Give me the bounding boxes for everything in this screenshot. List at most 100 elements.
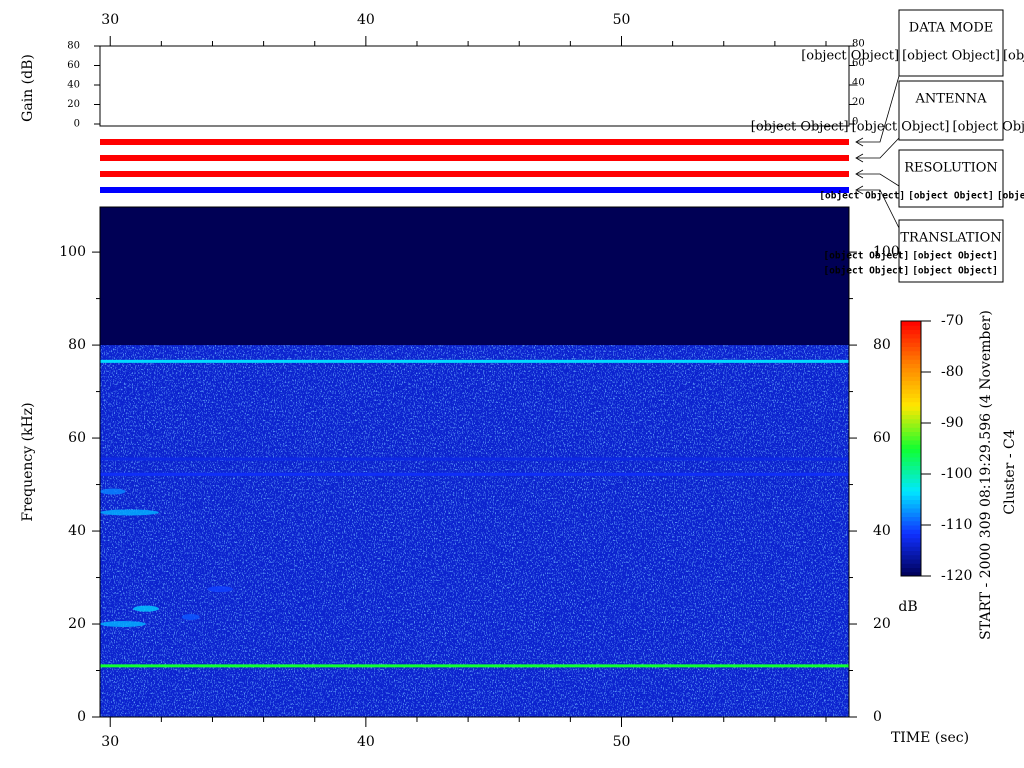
y-tick-label: 40 xyxy=(852,78,865,89)
colorbar-cell xyxy=(901,423,921,428)
y-tick-label: 0 xyxy=(873,709,882,725)
x-tick-label: 40 xyxy=(357,12,375,28)
colorbar-cell xyxy=(901,384,921,390)
colorbar-tick-label: -120 xyxy=(941,568,972,584)
spectrogram xyxy=(100,207,849,717)
colorbar-cell xyxy=(901,525,921,530)
band xyxy=(100,664,849,668)
colorbar-cell xyxy=(901,427,921,432)
y-tick-label: 80 xyxy=(873,337,891,353)
colorbar-cell xyxy=(901,486,921,492)
spacecraft-caption: Cluster - C4 xyxy=(1002,429,1018,514)
band xyxy=(100,359,849,363)
y-tick-label: 0 xyxy=(77,709,86,725)
noise-texture xyxy=(100,345,849,717)
legend-box xyxy=(898,80,1004,141)
gain-panel xyxy=(99,45,850,127)
y-tick-label: 40 xyxy=(68,523,86,539)
colorbar-cell xyxy=(901,482,921,488)
legend-box xyxy=(898,9,1004,77)
legend-title: ANTENNA xyxy=(914,92,987,107)
colorbar-cell xyxy=(901,380,921,386)
emission xyxy=(100,621,147,628)
colorbar-cell xyxy=(901,355,921,360)
y-tick-label: 20 xyxy=(68,616,86,632)
colorbar-cell xyxy=(901,418,921,424)
colorbar-cell xyxy=(901,469,921,475)
colorbar-cell xyxy=(901,491,921,496)
y-tick-label: 80 xyxy=(68,337,86,353)
colorbar-cell xyxy=(901,550,921,556)
colorbar-tick-label: -70 xyxy=(941,313,964,329)
colorbar-cell xyxy=(901,520,921,526)
colorbar-cell xyxy=(901,435,921,441)
colorbar-cell xyxy=(901,333,921,339)
colorbar-cell xyxy=(901,410,921,415)
colorbar-cell xyxy=(901,372,921,377)
colorbar-cell xyxy=(901,338,921,343)
y-tick-label: 60 xyxy=(852,58,865,69)
legend-item: [object Object] xyxy=(902,49,1000,64)
colorbar-cell xyxy=(901,363,921,369)
colorbar-cell xyxy=(901,537,921,543)
y-tick-label: 60 xyxy=(873,430,891,446)
colorbar-tick-label: -110 xyxy=(941,517,972,533)
y-tick-label: 40 xyxy=(67,80,80,91)
status-connector xyxy=(856,189,900,229)
status-bar xyxy=(100,171,849,177)
colorbar-cell xyxy=(901,325,921,330)
colorbar-cell xyxy=(901,533,921,539)
arrow-head xyxy=(855,169,864,179)
status-bar xyxy=(100,187,849,193)
arrow-head xyxy=(855,185,864,195)
colorbar-cell xyxy=(901,495,921,500)
status-connector xyxy=(856,75,900,143)
status-connector xyxy=(856,173,900,187)
band xyxy=(100,457,849,461)
colorbar-tick-label: -80 xyxy=(941,364,964,380)
colorbar-cell xyxy=(901,554,921,560)
emission xyxy=(100,509,159,516)
legend-item: [object Object] xyxy=(751,120,849,135)
colorbar-tick-label: -100 xyxy=(941,466,972,482)
x-tick-label: 50 xyxy=(613,734,631,750)
colorbar-cell xyxy=(901,367,921,373)
emission xyxy=(133,605,159,612)
colorbar-cell xyxy=(901,567,921,573)
y-tick-label: 80 xyxy=(852,39,865,50)
legend-item: [object Object] xyxy=(801,49,899,64)
colorbar-label: dB xyxy=(898,599,917,615)
arrow-head xyxy=(855,137,864,147)
time-axis-label: TIME (sec) xyxy=(891,730,969,746)
legend-item: [object Object] xyxy=(997,191,1024,202)
colorbar-cell xyxy=(901,346,921,352)
colorbar-cell xyxy=(901,559,921,564)
y-tick-label: 0 xyxy=(852,117,858,128)
colorbar-cell xyxy=(901,393,921,398)
legend-item: [object Object] xyxy=(819,191,905,202)
legend-title: TRANSLATION xyxy=(900,231,1001,246)
colorbar-cell xyxy=(901,546,921,551)
emission xyxy=(181,614,200,621)
colorbar-cell xyxy=(901,503,921,509)
colorbar-cell xyxy=(901,499,921,505)
legend-title: DATA MODE xyxy=(909,21,993,36)
gain-axis-label: Gain (dB) xyxy=(20,54,36,122)
plot-frame xyxy=(99,206,850,718)
status-bar xyxy=(100,139,849,145)
colorbar-cell xyxy=(901,529,921,534)
emission xyxy=(100,488,126,495)
colorbar-cell xyxy=(901,389,921,394)
colorbar-cell xyxy=(901,478,921,483)
colorbar-cell xyxy=(901,571,921,577)
x-tick-label: 30 xyxy=(101,12,119,28)
colorbar-cell xyxy=(901,406,921,411)
colorbar-cell xyxy=(901,431,921,437)
start-caption: START - 2000 309 08:19:29.596 (4 Novembe… xyxy=(978,310,994,640)
y-tick-label: 60 xyxy=(68,430,86,446)
colorbar-frame xyxy=(900,320,922,577)
colorbar-cell xyxy=(901,321,921,326)
colorbar-cell xyxy=(901,563,921,568)
colorbar-cell xyxy=(901,516,921,522)
